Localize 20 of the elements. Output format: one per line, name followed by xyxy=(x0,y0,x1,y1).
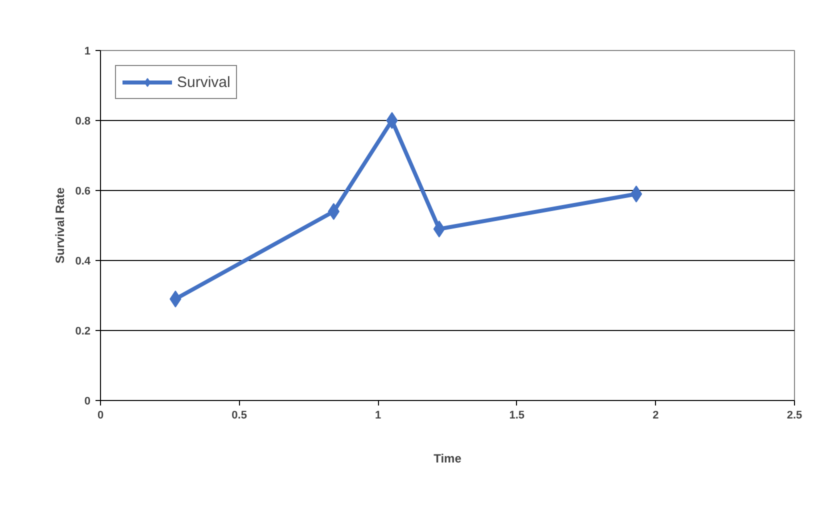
y-tick-label: 0.8 xyxy=(75,116,91,128)
y-tick-label: 1 xyxy=(84,46,91,58)
x-tick-label: 0.5 xyxy=(232,410,247,422)
x-axis-title: Time xyxy=(434,452,462,466)
x-tick-label: 2.5 xyxy=(786,410,802,422)
legend-label: Survival xyxy=(177,74,230,90)
point xyxy=(433,220,446,238)
y-axis-title: Survival Rate xyxy=(53,187,68,264)
point xyxy=(328,203,340,220)
x-tick-label: 1.5 xyxy=(509,410,525,422)
y-tick-label: 0.2 xyxy=(75,326,91,338)
y-tick-label: 0 xyxy=(84,396,91,408)
point xyxy=(386,112,398,129)
x-tick-label: 0 xyxy=(97,410,104,422)
y-tick-label: 0.6 xyxy=(75,186,91,198)
y-tick-label: 0.4 xyxy=(75,256,92,268)
point xyxy=(630,186,642,202)
x-tick-label: 2 xyxy=(652,410,659,422)
point xyxy=(170,290,182,308)
x-tick-label: 1 xyxy=(375,410,382,422)
